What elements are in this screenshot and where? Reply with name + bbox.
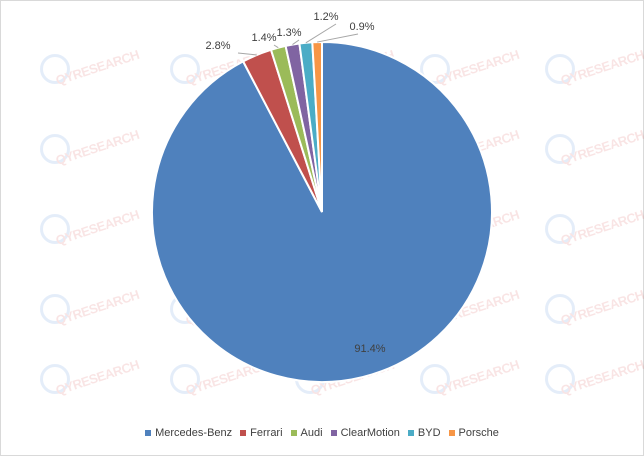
data-label-porsche: 0.9% xyxy=(349,21,374,33)
watermark-logo: QYRESEARCH xyxy=(420,47,521,90)
data-label-ferrari: 2.8% xyxy=(205,40,230,52)
watermark-logo: QYRESEARCH xyxy=(40,207,141,250)
legend-label-mercedes-benz: Mercedes-Benz xyxy=(155,427,233,440)
leader-line-clearmotion xyxy=(292,39,300,45)
legend-item-ferrari: Ferrari xyxy=(240,427,283,440)
watermark-logo: QYRESEARCH xyxy=(40,127,141,170)
leader-line-porsche xyxy=(317,33,359,43)
leader-line-byd xyxy=(305,23,337,44)
watermark-logo: QYRESEARCH xyxy=(40,357,141,400)
leader-line-audi xyxy=(273,44,279,49)
legend-swatch-audi xyxy=(290,430,297,437)
legend: Mercedes-Benz Ferrari Audi ClearMotion BYD Po… xyxy=(0,427,644,439)
legend-swatch-byd xyxy=(407,430,414,437)
legend-item-audi: Audi xyxy=(290,427,323,440)
watermark-logo: QYRESEARCH xyxy=(545,47,644,90)
watermark-logo: QYRESEARCH xyxy=(545,127,644,170)
data-label-clearmotion: 1.3% xyxy=(276,27,301,39)
legend-item-porsche: Porsche xyxy=(448,427,499,440)
watermark-logo: QYRESEARCH xyxy=(420,357,521,400)
data-label-audi: 1.4% xyxy=(251,32,276,44)
legend-swatch-porsche xyxy=(448,430,455,437)
watermark-logo: QYRESEARCH xyxy=(170,47,271,90)
watermark-logo: QYRESEARCH xyxy=(545,287,644,330)
legend-item-mercedes-benz: Mercedes-Benz xyxy=(145,427,232,439)
leader-line-ferrari xyxy=(237,52,257,56)
watermark-logo: QYRESEARCH xyxy=(545,207,644,250)
data-label-mercedes-benz: 91.4% xyxy=(354,343,385,355)
legend-label-byd: BYD xyxy=(417,427,441,440)
watermark-logo: QYRESEARCH xyxy=(545,357,644,400)
legend-swatch-ferrari xyxy=(240,430,247,437)
data-label-byd: 1.2% xyxy=(313,11,338,23)
watermark-logo: QYRESEARCH xyxy=(170,357,271,400)
legend-item-byd: BYD xyxy=(407,427,441,440)
watermark-logo: QYRESEARCH xyxy=(40,47,141,90)
legend-swatch-mercedes-benz xyxy=(145,430,152,437)
legend-label-ferrari: Ferrari xyxy=(250,427,283,440)
legend-label-audi: Audi xyxy=(300,427,323,440)
legend-swatch-clearmotion xyxy=(330,430,337,437)
watermark-logo: QYRESEARCH xyxy=(40,287,141,330)
legend-label-clearmotion: ClearMotion xyxy=(340,427,400,440)
legend-item-clearmotion: ClearMotion xyxy=(330,427,400,440)
legend-label-porsche: Porsche xyxy=(458,427,499,440)
